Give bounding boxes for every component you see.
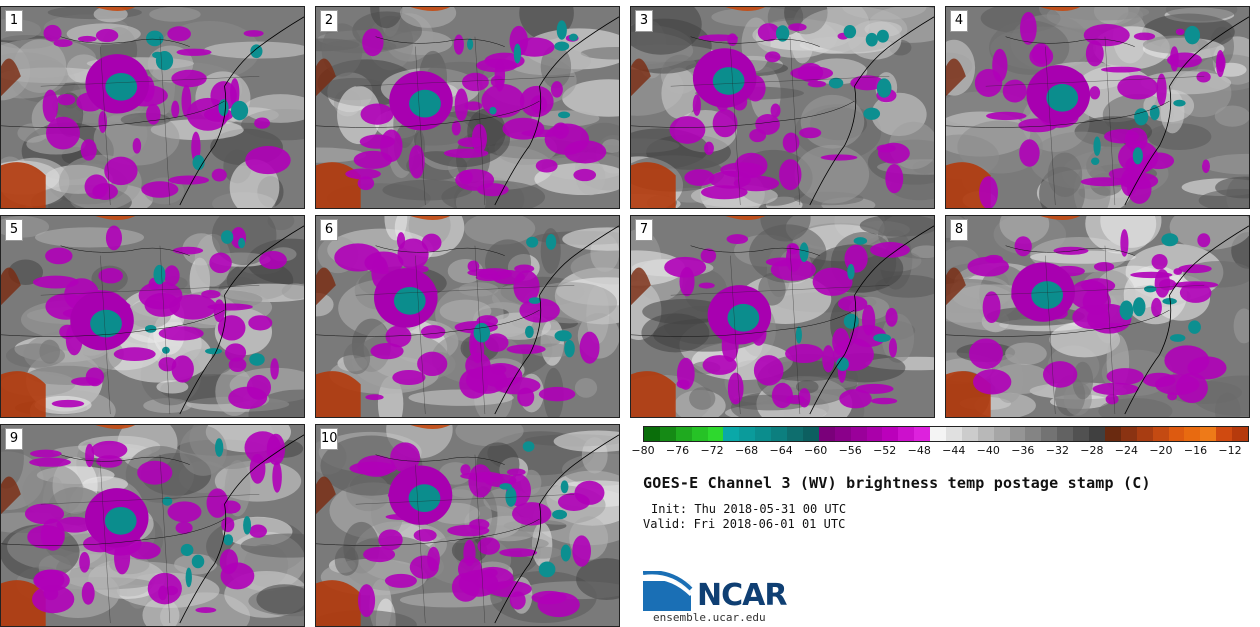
panel-number-label: 7 (635, 219, 653, 241)
panel-number-label: 3 (635, 10, 653, 32)
colorbar-segment (739, 427, 756, 441)
postage-stamp-panel: 10 (315, 424, 620, 627)
colorbar-segment (787, 427, 804, 441)
satellite-map-image (1, 216, 304, 417)
colorbar-segment (723, 427, 740, 441)
colorbar-segment (1200, 427, 1217, 441)
colorbar-segment (1025, 427, 1042, 441)
colorbar-tick-label: −56 (838, 444, 862, 457)
postage-stamp-panel: 8 (945, 215, 1250, 418)
colorbar-segment (1120, 427, 1138, 441)
colorbar-segment (1184, 427, 1201, 441)
colorbar-tick-label: −48 (907, 444, 931, 457)
colorbar-segment (1168, 427, 1185, 441)
colorbar-tick-label: −76 (665, 444, 690, 457)
colorbar-tick-label: −44 (942, 444, 966, 457)
colorbar-segment (866, 427, 883, 441)
ncar-logo-icon (643, 571, 693, 611)
colorbar-segment (1041, 427, 1058, 441)
colorbar-tick-label: −12 (1218, 444, 1242, 457)
postage-stamp-panel: 6 (315, 215, 620, 418)
colorbar-tick-label: −72 (700, 444, 724, 457)
colorbar-segment (898, 427, 915, 441)
colorbar (643, 426, 1249, 442)
colorbar-segment (771, 427, 788, 441)
colorbar-segment (914, 427, 931, 441)
colorbar-segment (1089, 427, 1106, 441)
colorbar-segment (946, 427, 963, 441)
colorbar-segment (675, 427, 693, 441)
colorbar-segment (1232, 427, 1249, 441)
colorbar-tick-label: −64 (769, 444, 793, 457)
colorbar-segment (1136, 427, 1154, 441)
colorbar-tick-label: −32 (1045, 444, 1069, 457)
colorbar-segment (882, 427, 899, 441)
colorbar-tick-label: −80 (631, 444, 655, 457)
colorbar-tick-label: −60 (804, 444, 828, 457)
colorbar-segment (691, 427, 709, 441)
colorbar-segment (850, 427, 868, 441)
colorbar-segment (1057, 427, 1074, 441)
postage-stamp-panel: 5 (0, 215, 305, 418)
colorbar-segment (818, 427, 836, 441)
satellite-map-image (316, 216, 619, 417)
postage-stamp-panel: 1 (0, 6, 305, 209)
satellite-map-image (1, 425, 304, 626)
panel-number-label: 10 (320, 428, 338, 450)
postage-stamp-panel: 9 (0, 424, 305, 627)
postage-stamp-panel: 2 (315, 6, 620, 209)
valid-time: Valid: Fri 2018-06-01 01 UTC (643, 517, 846, 531)
figure-title: GOES-E Channel 3 (WV) brightness temp po… (643, 474, 1151, 492)
colorbar-segment (1104, 427, 1122, 441)
colorbar-tick-label: −28 (1080, 444, 1104, 457)
colorbar-segment (659, 427, 677, 441)
colorbar-tick-label: −52 (873, 444, 897, 457)
colorbar-segment (1216, 427, 1233, 441)
colorbar-segment (1009, 427, 1026, 441)
colorbar-segment (834, 427, 852, 441)
postage-stamp-panel: 3 (630, 6, 935, 209)
ncar-logo-text: NCAR (697, 578, 787, 613)
colorbar-tick-label: −40 (976, 444, 1000, 457)
colorbar-segment (993, 427, 1011, 441)
colorbar-segment (802, 427, 820, 441)
colorbar-segment (930, 427, 947, 441)
init-time: Init: Thu 2018-05-31 00 UTC (651, 502, 847, 516)
panel-number-label: 9 (5, 428, 23, 450)
panel-number-label: 6 (320, 219, 338, 241)
colorbar-segment (1152, 427, 1170, 441)
colorbar-tick-label: −24 (1114, 444, 1139, 457)
satellite-map-image (316, 7, 619, 208)
colorbar-segment (755, 427, 772, 441)
satellite-map-image (946, 7, 1249, 208)
satellite-map-image (631, 216, 934, 417)
panel-number-label: 4 (950, 10, 968, 32)
colorbar-tick-label: −20 (1149, 444, 1173, 457)
panel-number-label: 2 (320, 10, 338, 32)
colorbar-segment (977, 427, 995, 441)
postage-stamp-panel: 4 (945, 6, 1250, 209)
colorbar-segment (961, 427, 979, 441)
satellite-map-image (631, 7, 934, 208)
colorbar-tick-label: −16 (1183, 444, 1208, 457)
satellite-map-image (946, 216, 1249, 417)
colorbar-segment (707, 427, 724, 441)
panel-number-label: 5 (5, 219, 23, 241)
colorbar-segment (1073, 427, 1090, 441)
panel-number-label: 8 (950, 219, 968, 241)
site-url: ensemble.ucar.edu (653, 611, 766, 624)
postage-stamp-panel: 7 (630, 215, 935, 418)
colorbar-segment (644, 427, 661, 441)
satellite-map-image (316, 425, 619, 626)
colorbar-tick-label: −68 (734, 444, 759, 457)
panel-number-label: 1 (5, 10, 23, 32)
colorbar-tick-label: −36 (1011, 444, 1035, 457)
satellite-map-image (1, 7, 304, 208)
